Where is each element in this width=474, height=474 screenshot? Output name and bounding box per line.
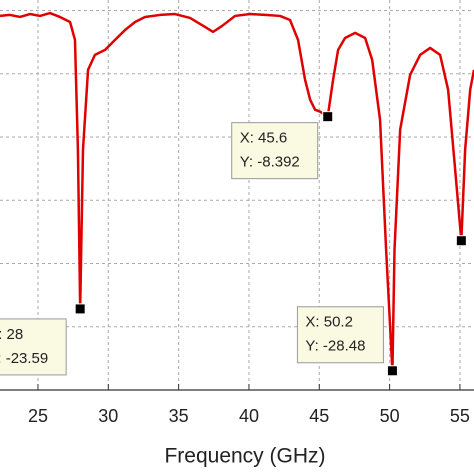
x-tick-label: 40 [239,406,259,426]
x-tick-label: 35 [169,406,189,426]
datatip-label: X: 50.2 [305,314,353,331]
x-axis-label: Frequency (GHz) [164,445,325,468]
x-tick-label: 55 [450,406,470,426]
x-tick-label: 50 [380,406,400,426]
datatip-label: X: 45.6 [240,130,288,147]
datatip-box [0,318,67,376]
datatip-marker [386,365,398,377]
data-line [0,11,474,373]
x-tick-label: 30 [98,406,118,426]
datatip-label: Y: -23.59 [0,350,48,367]
x-tick-label: 25 [28,406,48,426]
datatip-label: Y: -8.392 [240,154,300,171]
datatip-label: Y: -28.48 [305,338,365,355]
datatip-label: X: 28 [0,326,23,343]
datatip-box [296,306,384,364]
x-tick-label: 45 [309,406,329,426]
datatip-marker [455,235,467,247]
datatip-marker [322,111,334,123]
datatip-marker [74,303,86,315]
datatip-box [231,122,319,180]
